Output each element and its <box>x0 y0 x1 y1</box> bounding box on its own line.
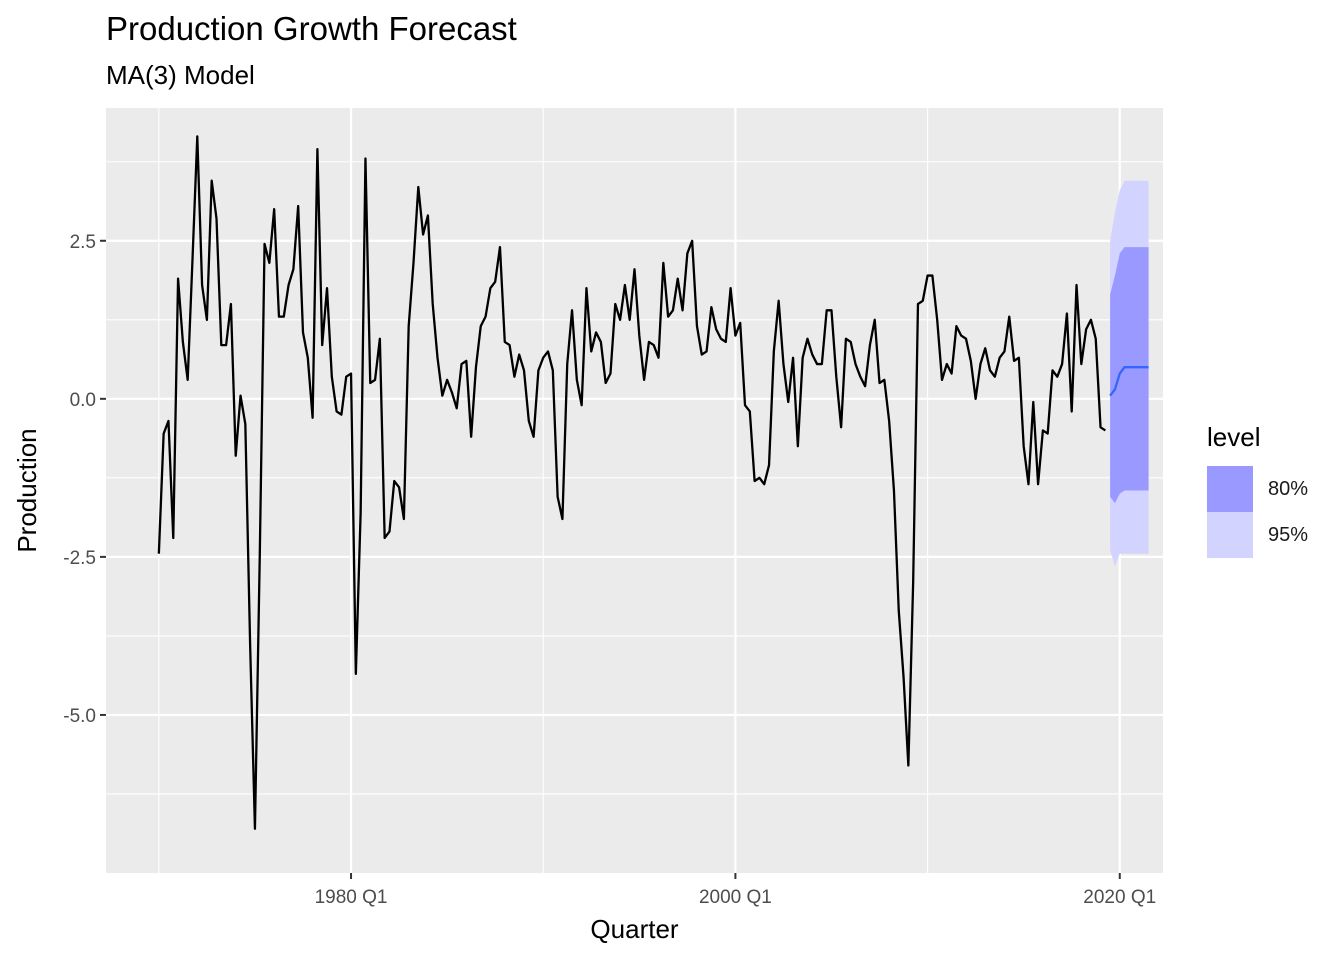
y-tick-label: 0.0 <box>70 390 96 411</box>
chart-title: Production Growth Forecast <box>106 10 517 47</box>
y-tick-label: -2.5 <box>63 548 96 569</box>
y-tick-label: 2.5 <box>70 232 96 253</box>
x-tick-label: 1980 Q1 <box>315 887 388 908</box>
series-lines <box>157 135 1149 830</box>
forecast-band-80 <box>1110 247 1149 504</box>
series-line-0 <box>157 135 1106 830</box>
chart-subtitle: MA(3) Model <box>106 60 255 90</box>
x-tick-label: 2000 Q1 <box>699 887 772 908</box>
legend-title: level <box>1207 422 1261 452</box>
axes: 1980 Q1 2000 Q1 2020 Q1 2.5 0.0 -2.5 -5.0 Quart… <box>12 232 1156 944</box>
minor-gridlines <box>106 108 1163 873</box>
legend-label-95: 95% <box>1268 524 1309 546</box>
legend-key-95 <box>1207 512 1253 558</box>
legend-key-80 <box>1207 466 1253 512</box>
y-tick-label: -5.0 <box>63 706 96 727</box>
forecast-mean-line <box>1109 366 1149 397</box>
x-axis-label: Quarter <box>590 914 678 944</box>
y-axis-label: Production <box>12 428 42 552</box>
legend-label-80: 80% <box>1268 478 1309 500</box>
plot-panel <box>106 108 1163 873</box>
forecast-bands <box>1110 180 1149 567</box>
x-tick-label: 2020 Q1 <box>1083 887 1156 908</box>
